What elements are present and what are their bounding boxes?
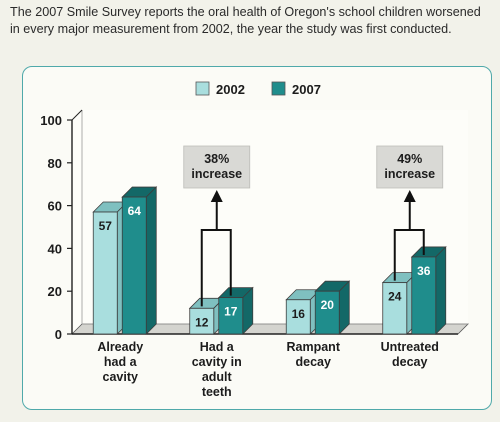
category-label: had a	[104, 355, 138, 369]
y-tick-label: 80	[48, 156, 62, 171]
bar-2007-front	[218, 297, 244, 335]
y-tick-label: 100	[40, 113, 62, 128]
bar-2002-front	[189, 307, 215, 335]
category-label: Untreated	[381, 340, 439, 354]
data-label-2002: 24	[388, 290, 402, 304]
callout-arrow-head	[403, 190, 416, 202]
data-label-2007: 36	[417, 264, 431, 278]
data-label-2007: 17	[224, 305, 238, 319]
data-label-2007: 64	[128, 204, 142, 218]
callout-text: increase	[191, 167, 242, 181]
bar-2002-front	[382, 282, 408, 335]
data-label-2007: 20	[321, 298, 335, 312]
legend-label-2007: 2007	[292, 82, 321, 97]
data-label-2002: 12	[195, 315, 209, 329]
category-label: Already	[97, 340, 143, 354]
y-tick-label: 0	[55, 327, 62, 342]
y-tick-label: 60	[48, 199, 62, 214]
data-label-2002: 16	[292, 307, 306, 321]
legend-swatch-2007	[271, 81, 286, 96]
y-tick-label: 20	[48, 284, 62, 299]
intro-text: The 2007 Smile Survey reports the oral h…	[10, 5, 481, 36]
data-label-2002: 57	[99, 219, 113, 233]
legend-swatch-2002	[195, 81, 210, 96]
bar-2007-front	[314, 290, 340, 335]
bar-2002-front	[285, 299, 311, 335]
category-label: cavity	[103, 370, 138, 384]
y-axis-top-edge	[71, 109, 83, 121]
plot-area	[72, 110, 468, 334]
bar-2007	[410, 245, 447, 335]
category-label: adult	[202, 370, 233, 384]
bar-2002	[285, 288, 322, 335]
legend-label-2002: 2002	[216, 82, 245, 97]
callout-text: increase	[384, 167, 435, 181]
category-label: decay	[296, 355, 331, 369]
callout-text: 49%	[397, 152, 422, 166]
category-label: cavity in	[192, 355, 242, 369]
bar-2007-front	[121, 196, 147, 335]
bar-2007-front	[411, 256, 437, 335]
callout-box	[376, 145, 444, 189]
bar-2002-front	[92, 211, 118, 335]
callout-arrow-head	[210, 190, 223, 202]
y-tick-label: 40	[48, 241, 62, 256]
bar-2007	[217, 286, 254, 335]
bar-2007-side	[145, 186, 157, 335]
category-label: Had a	[200, 340, 235, 354]
callout-text: 38%	[204, 152, 229, 166]
category-label: Rampant	[287, 340, 341, 354]
callout-box	[183, 145, 251, 189]
bar-2007	[121, 186, 158, 335]
bar-2007	[314, 280, 351, 335]
bar-2007-side	[435, 245, 447, 335]
category-label: teeth	[202, 385, 232, 399]
category-label: decay	[392, 355, 427, 369]
